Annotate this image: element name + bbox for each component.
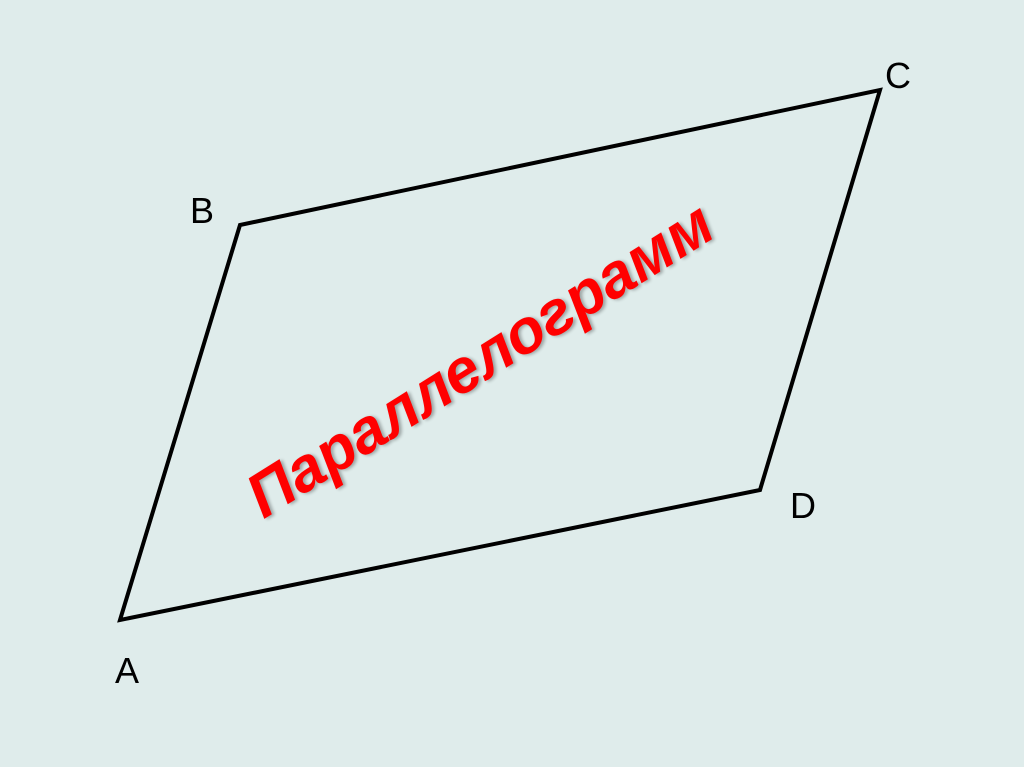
parallelogram-svg [0, 0, 1024, 767]
vertex-label-c: C [885, 55, 911, 97]
diagram-canvas: A B C D Параллелограмм [0, 0, 1024, 767]
vertex-label-b: B [190, 190, 214, 232]
vertex-label-a: A [115, 650, 139, 692]
vertex-label-d: D [790, 485, 816, 527]
